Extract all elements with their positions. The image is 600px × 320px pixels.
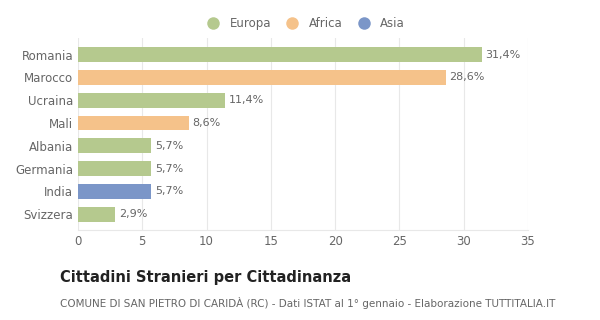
Bar: [78, 116, 188, 131]
Bar: [78, 207, 115, 222]
Bar: [78, 161, 151, 176]
Bar: [78, 47, 482, 62]
Bar: [78, 70, 446, 85]
Text: 31,4%: 31,4%: [485, 50, 521, 60]
Bar: [78, 184, 151, 199]
Text: 5,7%: 5,7%: [155, 141, 184, 151]
Text: 5,7%: 5,7%: [155, 164, 184, 174]
Text: 28,6%: 28,6%: [449, 72, 485, 82]
Bar: [78, 93, 224, 108]
Text: Cittadini Stranieri per Cittadinanza: Cittadini Stranieri per Cittadinanza: [60, 270, 351, 285]
Legend: Europa, Africa, Asia: Europa, Africa, Asia: [197, 13, 409, 34]
Text: 5,7%: 5,7%: [155, 187, 184, 196]
Text: 11,4%: 11,4%: [229, 95, 263, 105]
Bar: [78, 138, 151, 153]
Text: 2,9%: 2,9%: [119, 209, 148, 219]
Text: 8,6%: 8,6%: [193, 118, 221, 128]
Text: COMUNE DI SAN PIETRO DI CARIDÀ (RC) - Dati ISTAT al 1° gennaio - Elaborazione TU: COMUNE DI SAN PIETRO DI CARIDÀ (RC) - Da…: [60, 297, 556, 309]
